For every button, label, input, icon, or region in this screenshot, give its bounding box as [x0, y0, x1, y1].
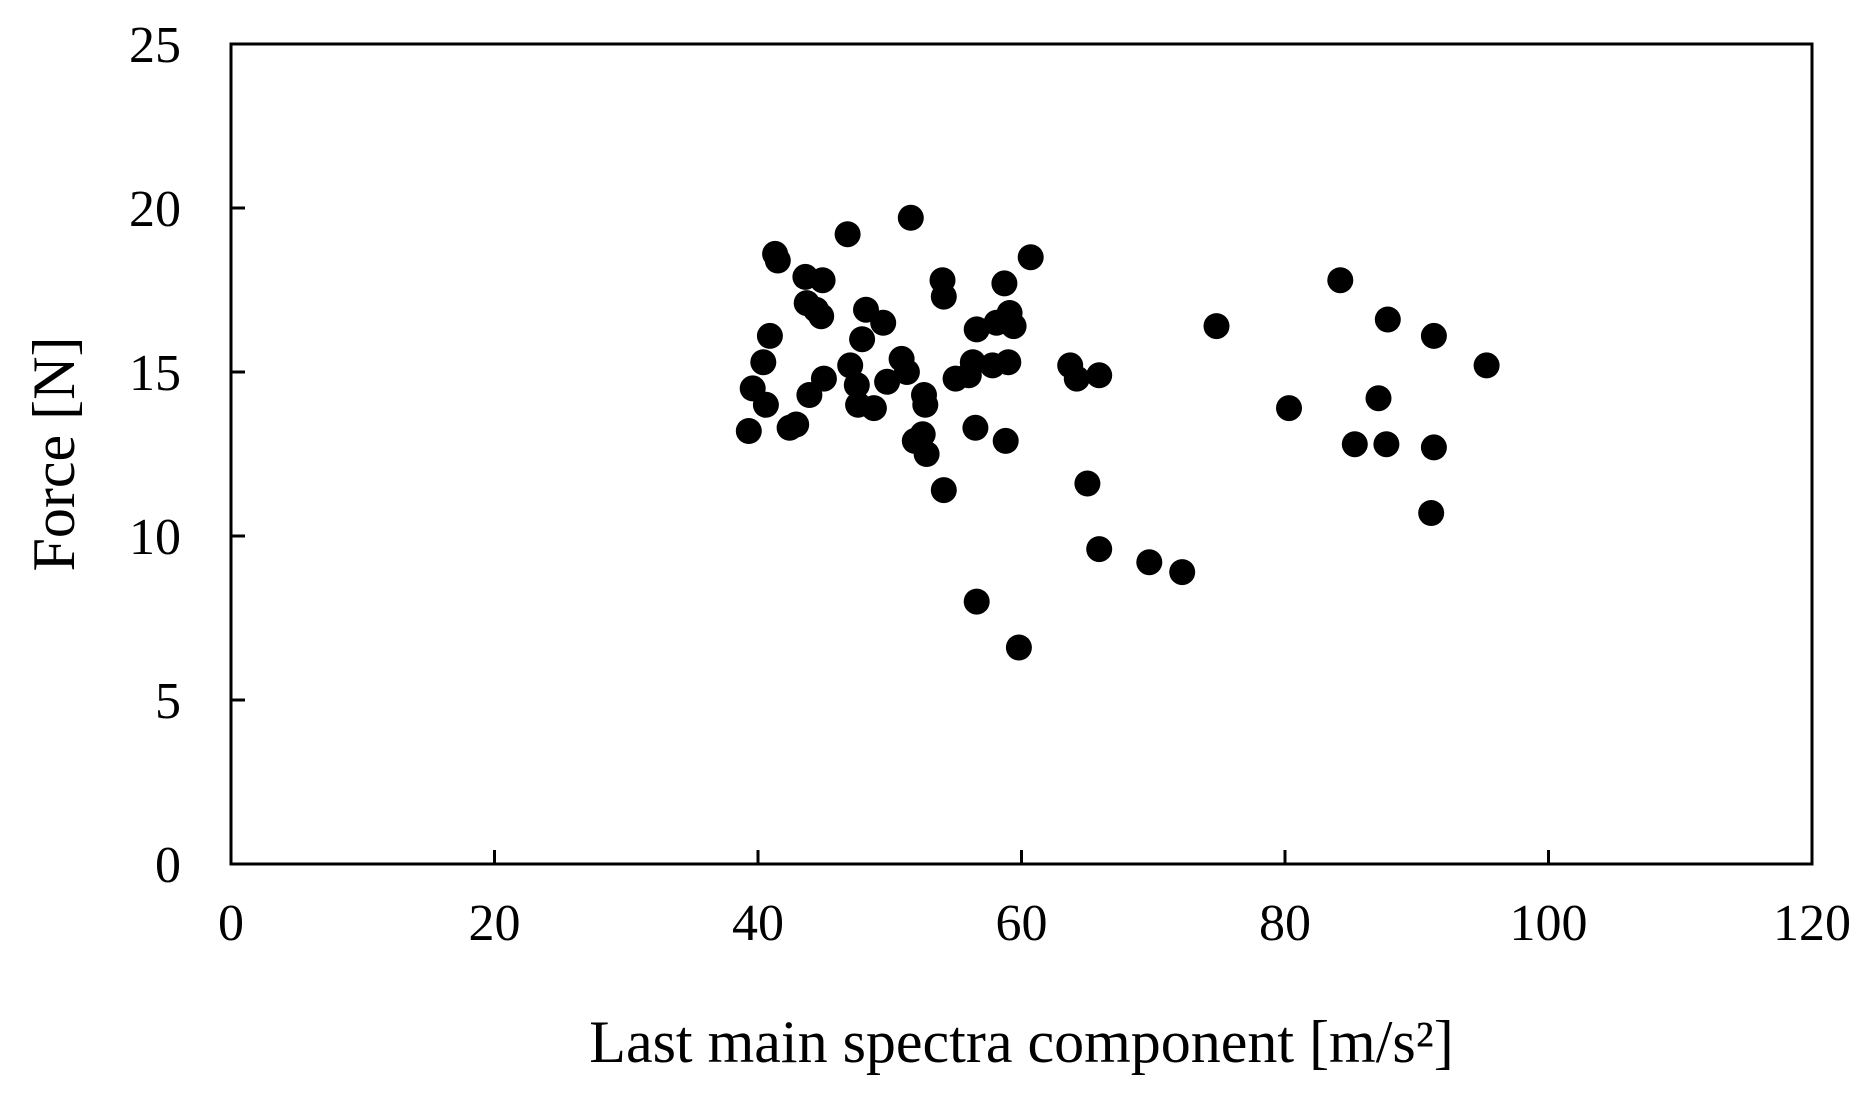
data-point — [837, 352, 864, 379]
data-point — [1074, 470, 1101, 497]
data-point — [995, 349, 1022, 376]
plot-area-frame — [229, 42, 1814, 866]
data-point — [991, 270, 1018, 297]
data-point — [1169, 559, 1196, 586]
data-point — [1420, 434, 1447, 461]
data-point — [860, 395, 887, 422]
data-point — [963, 588, 990, 615]
data-point — [1063, 365, 1090, 392]
data-point — [1420, 322, 1447, 349]
x-axis-title: Last main spectra component [m/s²] — [589, 1009, 1453, 1075]
y-tick-label: 5 — [155, 673, 181, 730]
data-point — [834, 221, 861, 248]
data-point — [1373, 431, 1400, 458]
y-tick-label: 25 — [129, 17, 181, 74]
y-tick-label: 0 — [155, 837, 181, 894]
data-point — [843, 372, 870, 399]
data-point — [1086, 536, 1113, 563]
data-point — [783, 411, 810, 438]
data-point — [810, 365, 837, 392]
x-tick-label: 40 — [732, 895, 784, 952]
data-point — [1136, 549, 1163, 576]
data-point — [1005, 634, 1032, 661]
data-point — [849, 326, 876, 353]
data-point — [1374, 306, 1401, 333]
data-point — [897, 204, 924, 231]
x-tick-label: 80 — [1259, 895, 1311, 952]
data-point — [1473, 352, 1500, 379]
y-tick-label: 10 — [129, 509, 181, 566]
x-tick-label: 60 — [996, 895, 1048, 952]
data-point — [1203, 313, 1230, 340]
data-point — [893, 359, 920, 385]
data-point — [735, 418, 762, 444]
data-point — [1276, 395, 1302, 422]
x-tick-label: 100 — [1510, 895, 1588, 952]
data-point — [808, 303, 835, 330]
x-tick-label: 0 — [218, 895, 244, 952]
data-point — [992, 427, 1019, 454]
data-point — [959, 349, 986, 376]
data-point — [809, 267, 836, 294]
data-point — [912, 391, 939, 418]
data-point — [1418, 500, 1445, 526]
data-point — [752, 391, 779, 418]
data-point — [963, 316, 990, 343]
data-point — [870, 309, 897, 336]
y-axis-title: Force [N] — [21, 337, 87, 572]
data-point — [1086, 362, 1113, 389]
data-point — [1000, 313, 1027, 340]
data-point — [930, 283, 957, 310]
y-tick-label: 15 — [129, 345, 181, 402]
y-tick-label: 20 — [129, 181, 181, 238]
data-point — [909, 421, 936, 448]
data-point — [1341, 431, 1368, 458]
data-point — [962, 414, 989, 441]
data-point — [764, 247, 791, 274]
data-point — [1017, 244, 1044, 271]
x-tick-label: 120 — [1773, 895, 1851, 952]
data-point — [1327, 267, 1354, 294]
x-tick-label: 20 — [469, 895, 521, 952]
data-point — [750, 349, 777, 376]
data-point — [930, 477, 957, 504]
data-point — [874, 368, 901, 395]
data-point — [913, 441, 940, 467]
data-point — [1365, 385, 1392, 412]
data-point — [756, 322, 783, 349]
